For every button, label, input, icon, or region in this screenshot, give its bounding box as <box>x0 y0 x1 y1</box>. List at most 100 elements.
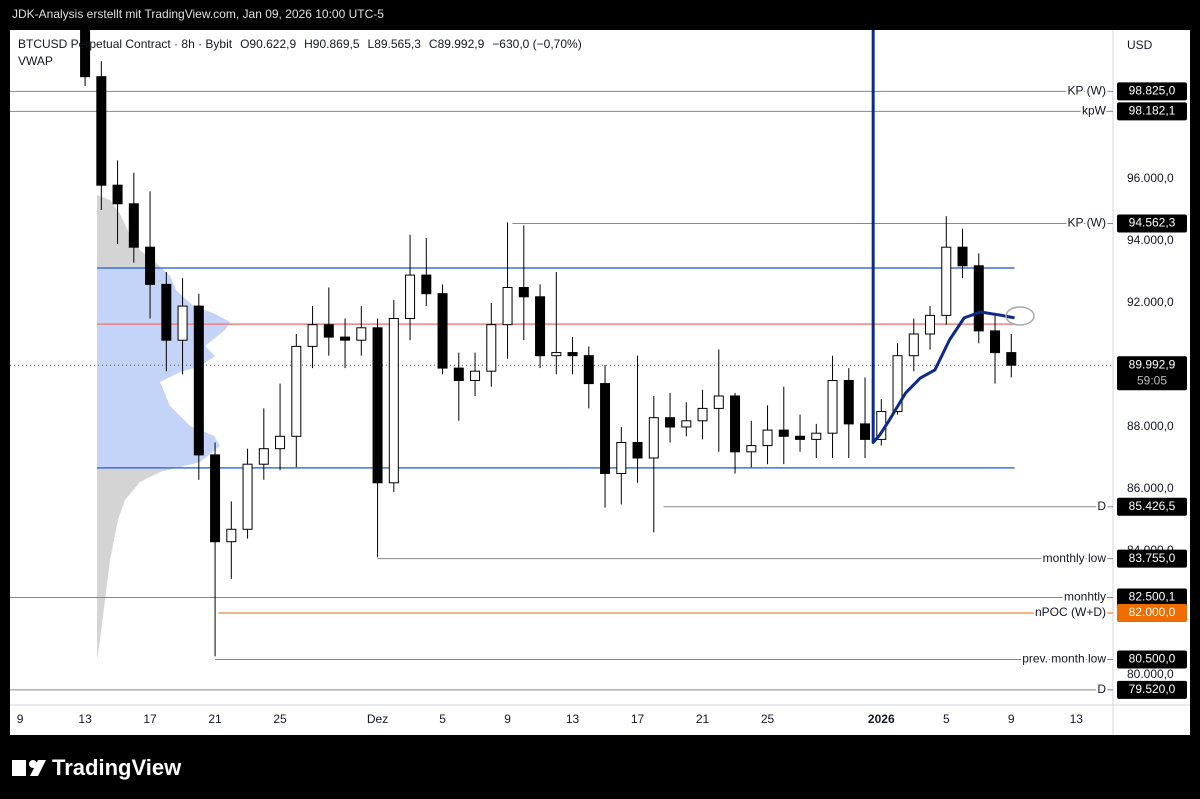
y-tick-label: 88.000,0 <box>1127 419 1174 433</box>
candle-body <box>795 435 806 440</box>
candle-body <box>226 528 237 543</box>
candle-body <box>746 445 757 453</box>
candle-body <box>193 305 204 456</box>
candle-body <box>632 441 643 459</box>
candle-body <box>941 246 952 316</box>
x-tick-label: 2026 <box>868 712 895 726</box>
candle-body <box>892 355 903 412</box>
level-label: nPOC (W+D) <box>1035 605 1106 619</box>
y-tick-label: 80.000,0 <box>1127 667 1174 681</box>
x-tick-label: 17 <box>143 712 157 726</box>
ohlc-low: L89.565,3 <box>368 37 422 51</box>
x-tick-label: 25 <box>761 712 775 726</box>
brand: TradingView <box>52 755 182 780</box>
logo-mark <box>12 760 26 776</box>
candle-body <box>843 379 854 425</box>
level-price-box <box>1117 650 1187 669</box>
candle-body <box>778 429 789 437</box>
candle-body <box>356 327 367 341</box>
candle-body <box>713 395 724 409</box>
level-price-box <box>1117 549 1187 568</box>
level-price-box <box>1117 588 1187 607</box>
candle-body <box>827 379 838 434</box>
x-tick-label: 9 <box>1008 712 1015 726</box>
level-label: KP (W) <box>1068 216 1106 230</box>
current-price-label: 89.992,9 <box>1129 357 1176 371</box>
candle-body <box>96 76 107 186</box>
level-label: D <box>1097 499 1106 513</box>
level-label: monhtly <box>1064 590 1106 604</box>
level-price-label: 85.426,5 <box>1129 499 1176 513</box>
current-price-box <box>1117 356 1187 391</box>
candle-body <box>372 327 383 484</box>
y-tick-label: 94.000,0 <box>1127 233 1174 247</box>
x-tick-label: 13 <box>1070 712 1084 726</box>
level-price-box <box>1117 603 1187 622</box>
level-price-label: 82.500,1 <box>1129 590 1176 604</box>
y-tick-label: 96.000,0 <box>1127 171 1174 185</box>
candle-body <box>518 286 529 298</box>
symbol: BTCUSD Perpetual Contract · 8h · Bybit <box>18 37 233 51</box>
vwap-line <box>871 30 1015 444</box>
level-price-label: 82.000,0 <box>1129 605 1176 619</box>
level-price-label: 80.500,0 <box>1129 652 1176 666</box>
candle-body <box>161 283 172 341</box>
logo: TradingView <box>12 755 182 780</box>
candle-body <box>535 296 546 357</box>
level-price-label: 94.562,3 <box>1129 216 1176 230</box>
x-tick-label: 5 <box>439 712 446 726</box>
x-tick-label: 13 <box>78 712 92 726</box>
ohlc-high: H90.869,5 <box>304 37 360 51</box>
level-label: KP (W) <box>1068 84 1106 98</box>
level-price-label: 79.520,0 <box>1129 682 1176 696</box>
candle-body <box>762 429 773 447</box>
level-price-box <box>1117 82 1187 101</box>
ohlc-open: O90.622,9 <box>240 37 296 51</box>
level-price-label: 98.182,1 <box>1129 104 1176 118</box>
candle-body <box>112 184 123 205</box>
ohlc-change: −630,0 (−0,70%) <box>492 37 581 51</box>
candle-body <box>973 265 984 332</box>
candle-body <box>486 324 497 372</box>
x-tick-label: 21 <box>696 712 710 726</box>
chart-area <box>10 30 1190 735</box>
candle-body <box>291 345 302 437</box>
chart-title: BTCUSD Perpetual Contract · 8h · Bybit O9… <box>18 37 582 51</box>
ohlc-close: C89.992,9 <box>429 37 485 51</box>
candle-body <box>388 317 399 484</box>
candle-body <box>600 383 611 474</box>
candle-body <box>128 203 139 248</box>
currency: USD <box>1127 38 1153 52</box>
candle-body <box>421 274 432 295</box>
level-price-label: 98.825,0 <box>1129 84 1176 98</box>
x-tick-label: 17 <box>631 712 645 726</box>
candle-body <box>908 333 919 357</box>
candle-body <box>258 448 269 465</box>
candle-body <box>340 336 351 341</box>
candle-body <box>307 324 318 347</box>
x-tick-label: 13 <box>566 712 580 726</box>
level-price-box <box>1117 214 1187 233</box>
level-label: D <box>1097 682 1106 696</box>
candle-body <box>957 246 968 267</box>
x-tick-label: 9 <box>504 712 511 726</box>
candle-body <box>437 293 448 369</box>
candle-body <box>860 423 871 440</box>
footer <box>0 735 1200 799</box>
candle-body <box>502 286 513 326</box>
x-tick-label: 25 <box>273 712 287 726</box>
level-price-box <box>1117 680 1187 699</box>
candle-body <box>616 441 627 474</box>
logo-mark <box>30 760 46 776</box>
candle-body <box>1006 352 1017 366</box>
countdown-label: 59:05 <box>1137 373 1167 387</box>
candle-body <box>925 314 936 335</box>
drawing-ellipse <box>1005 306 1035 326</box>
candle-body <box>551 352 562 357</box>
x-tick-label: 21 <box>208 712 222 726</box>
indicator-label: VWAP <box>18 54 53 68</box>
watermark: JDK-Analysis erstellt mit TradingView.co… <box>12 7 384 21</box>
candle-body <box>275 435 286 450</box>
level-label: prev. month low <box>1022 652 1106 666</box>
candle-body <box>242 463 253 530</box>
